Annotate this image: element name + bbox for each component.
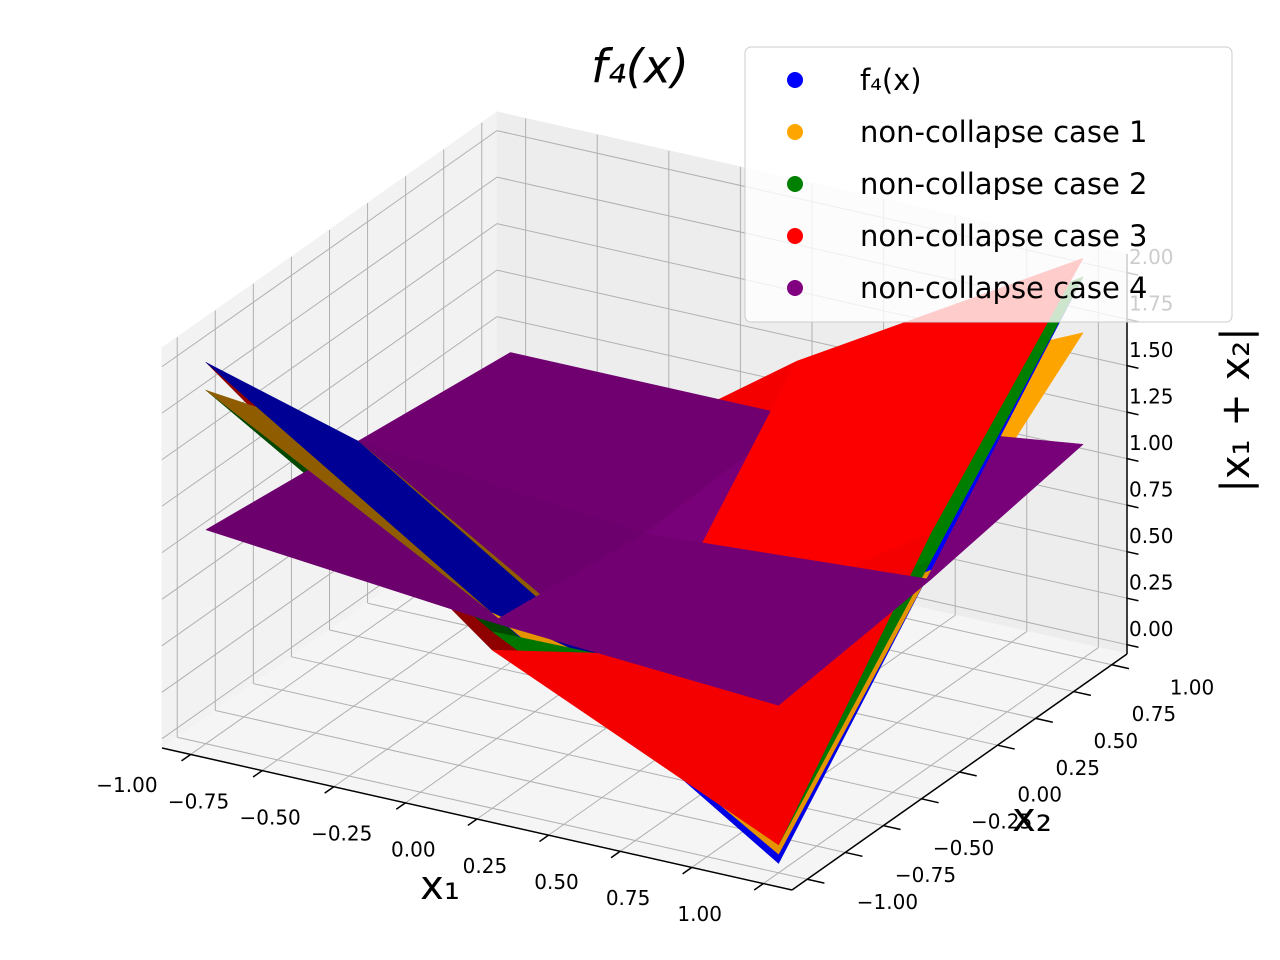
legend-marker: [787, 176, 803, 192]
x-tick-label: −0.25: [311, 822, 372, 846]
tick-mark: [807, 878, 825, 884]
legend-label: f₄(x): [860, 63, 922, 97]
tick-mark: [1126, 364, 1139, 369]
y-tick-label: −0.50: [933, 836, 994, 860]
y-tick-label: 0.50: [1094, 729, 1139, 753]
x-tick-label: 0.00: [391, 838, 436, 862]
tick-mark: [610, 850, 621, 859]
z-tick-label: 1.00: [1129, 431, 1174, 455]
legend: f₄(x) non-collapse case 1 non-collapse cas…: [744, 46, 1233, 323]
tick-mark: [997, 744, 1015, 750]
legend-marker: [787, 124, 803, 140]
grid-line: [177, 736, 808, 880]
y-tick-label: −0.75: [895, 863, 956, 887]
z-tick-label: 0.25: [1129, 571, 1174, 595]
surface-patch: [491, 533, 932, 706]
x-tick-label: −1.00: [96, 773, 157, 797]
tick-mark: [1073, 690, 1092, 697]
x-tick-label: 0.75: [606, 886, 651, 910]
z-axis-label: |x₁ + x₂|: [1213, 327, 1259, 492]
z-tick-label: 1.50: [1129, 338, 1174, 362]
x-tick-label: 0.25: [463, 854, 508, 878]
y-tick-label: 1.00: [1170, 675, 1215, 699]
grid-line: [161, 130, 498, 368]
x-tick-label: 1.00: [677, 902, 722, 926]
y-tick-label: −0.25: [971, 809, 1032, 833]
tick-mark: [682, 866, 693, 875]
tick-mark: [921, 798, 939, 804]
tick-mark: [1126, 411, 1139, 416]
tick-mark: [181, 753, 192, 762]
legend-label: non-collapse case 1: [860, 115, 1147, 149]
tick-mark: [1126, 643, 1139, 649]
y-tick-label: −1.00: [857, 890, 918, 914]
tick-mark: [1126, 597, 1139, 602]
legend-marker: [787, 228, 803, 244]
tick-mark: [539, 834, 550, 843]
y-axis-label: x₂: [1012, 795, 1052, 841]
legend-marker: [787, 280, 803, 296]
grid-line: [161, 223, 498, 461]
tick-mark: [959, 771, 977, 777]
tick-mark: [1035, 717, 1053, 723]
legend-label: non-collapse case 2: [860, 167, 1147, 201]
tick-mark: [845, 851, 863, 858]
y-axis-line: [791, 653, 1128, 891]
x-axis-line: [161, 747, 793, 891]
z-tick-label: 0.00: [1129, 617, 1174, 641]
chart-title: f₄(x): [591, 40, 689, 94]
x-tick-label: 0.50: [534, 870, 579, 894]
y-tick-label: 0.75: [1132, 702, 1177, 726]
x-tick-label: −0.50: [239, 805, 300, 829]
z-tick-label: 0.50: [1129, 524, 1174, 548]
legend-label: non-collapse case 4: [860, 271, 1147, 305]
tick-mark: [395, 802, 406, 810]
tick-mark: [1111, 663, 1130, 670]
legend-box: [744, 46, 1233, 323]
tick-mark: [1126, 457, 1139, 462]
x-tick-label: −0.75: [168, 789, 229, 813]
grid-line: [161, 269, 498, 507]
tick-mark: [883, 824, 901, 831]
legend-label: non-collapse case 3: [860, 219, 1147, 253]
y-tick-label: 0.00: [1017, 783, 1062, 807]
tick-mark: [1126, 550, 1139, 555]
tick-mark: [324, 786, 335, 794]
tick-mark: [467, 818, 478, 827]
tick-mark: [252, 769, 263, 778]
x-axis-label: x₁: [420, 863, 460, 909]
tick-mark: [753, 882, 764, 891]
z-tick-label: 1.25: [1129, 385, 1174, 409]
legend-marker: [787, 72, 803, 88]
z-tick-label: 0.75: [1129, 478, 1174, 502]
tick-mark: [1126, 504, 1139, 509]
y-tick-label: 0.25: [1055, 756, 1100, 780]
